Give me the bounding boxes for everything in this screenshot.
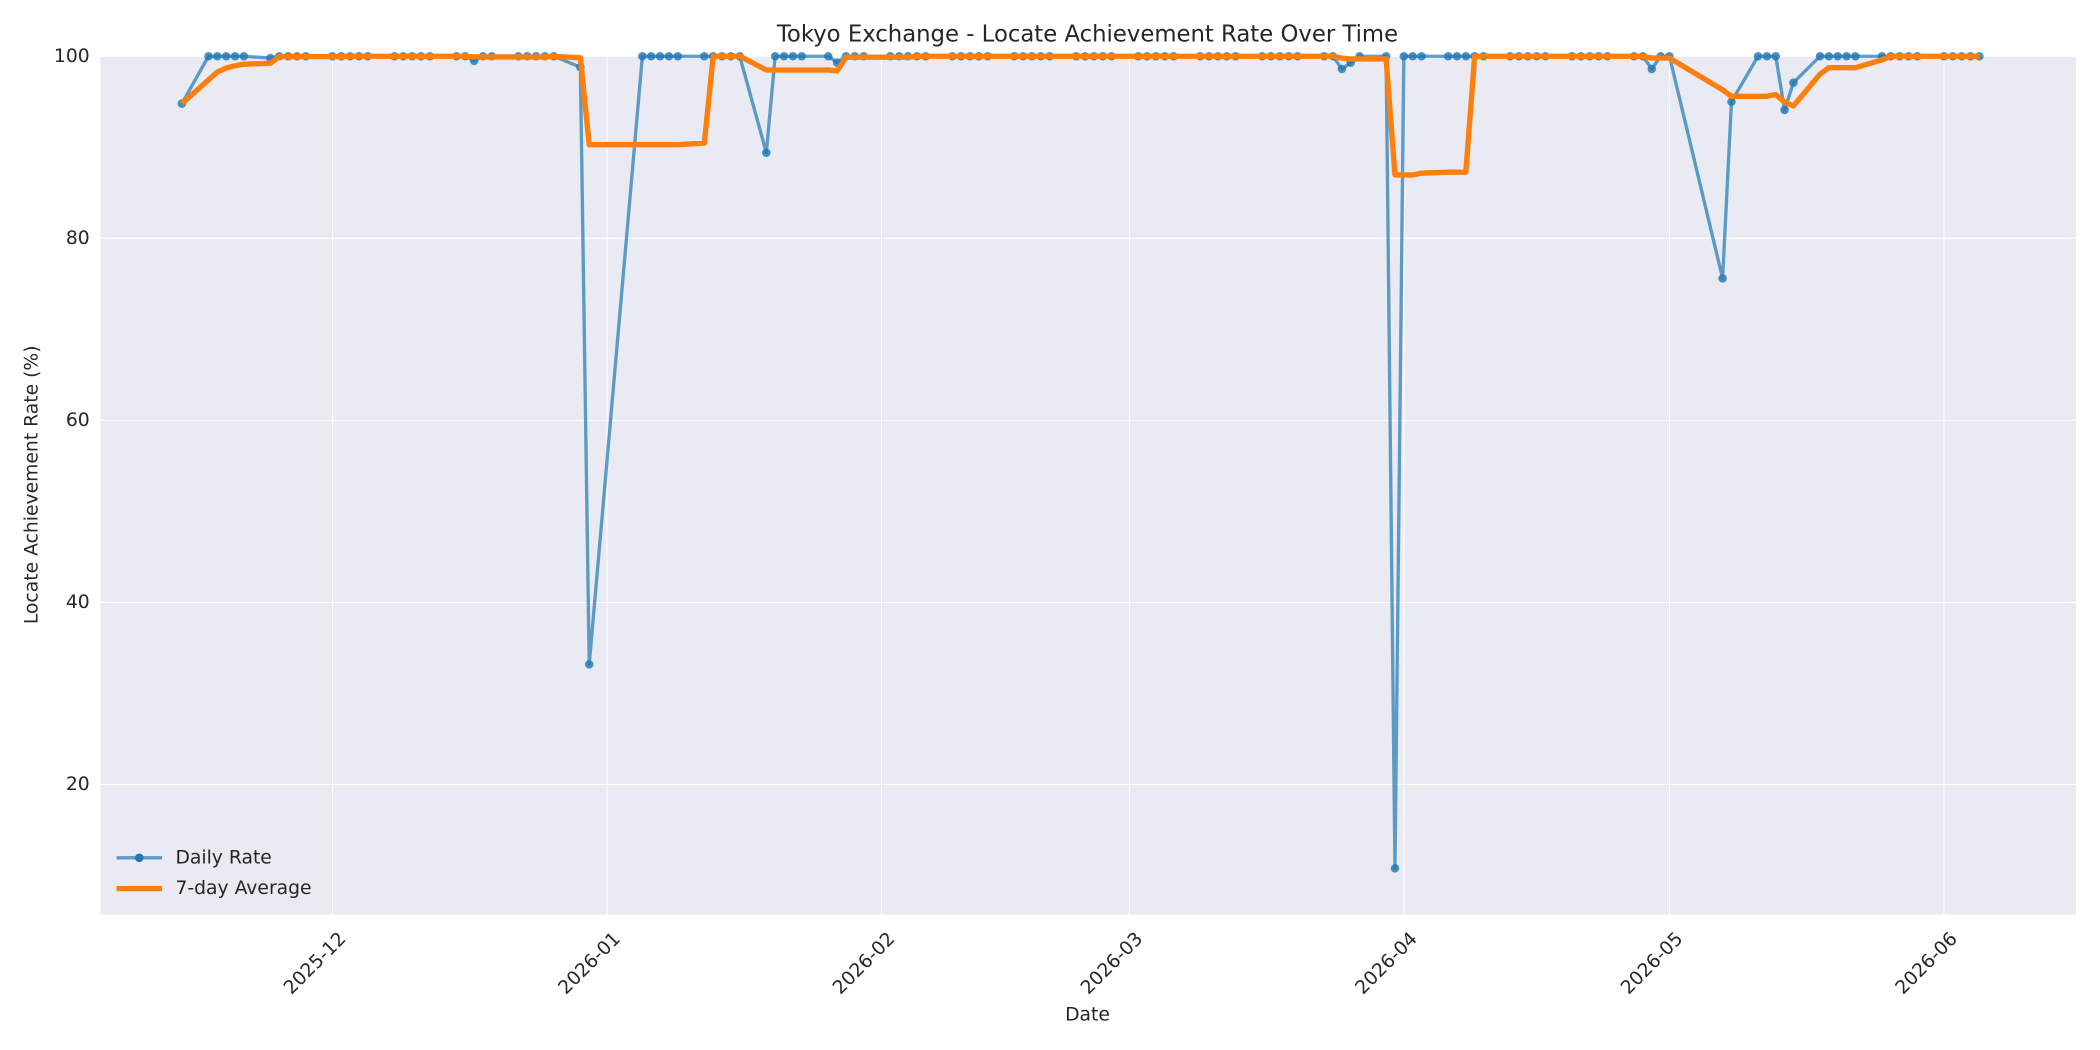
y-tick-label: 60 bbox=[66, 410, 90, 431]
data-point bbox=[797, 51, 807, 61]
data-point bbox=[1718, 274, 1727, 283]
x-tick-label: 2026-01 bbox=[555, 929, 625, 999]
plot-area bbox=[100, 56, 2076, 915]
data-point bbox=[213, 51, 222, 61]
y-tick-label: 100 bbox=[54, 46, 90, 67]
data-point bbox=[1780, 105, 1789, 115]
data-point bbox=[1851, 51, 1860, 61]
chart-title: Tokyo Exchange - Locate Achievement Rate… bbox=[776, 21, 1398, 47]
data-point bbox=[1771, 51, 1781, 61]
x-tick-label: 2026-04 bbox=[1352, 929, 1422, 999]
data-point bbox=[638, 51, 647, 61]
data-point bbox=[1452, 51, 1462, 61]
data-point bbox=[824, 51, 833, 61]
data-point bbox=[584, 660, 594, 669]
data-point bbox=[1789, 78, 1798, 87]
x-tick-label: 2026-03 bbox=[1077, 929, 1147, 999]
series-line bbox=[180, 53, 1980, 178]
data-point bbox=[1399, 51, 1409, 61]
data-point bbox=[1337, 64, 1347, 74]
legend-marker bbox=[135, 853, 144, 863]
data-point bbox=[1417, 51, 1426, 61]
data-point bbox=[664, 51, 674, 61]
data-point bbox=[1815, 51, 1825, 61]
y-axis-label: Locate Achievement Rate (%) bbox=[22, 345, 43, 624]
data-point bbox=[1408, 51, 1417, 61]
data-point bbox=[230, 51, 240, 61]
data-point bbox=[770, 51, 780, 61]
data-point bbox=[779, 51, 789, 61]
x-axis-label: Date bbox=[1065, 1005, 1110, 1026]
x-tick-label: 2026-02 bbox=[829, 929, 899, 999]
data-point bbox=[762, 148, 771, 158]
data-point bbox=[1833, 51, 1842, 61]
x-tick-label: 2026-05 bbox=[1617, 929, 1687, 999]
data-point bbox=[700, 51, 709, 61]
data-point bbox=[239, 51, 249, 61]
data-point bbox=[1824, 51, 1834, 61]
data-point bbox=[673, 51, 683, 61]
legend: Daily Rate 7-day Average bbox=[116, 847, 312, 899]
y-tick-label: 20 bbox=[66, 774, 90, 795]
data-point bbox=[1443, 51, 1453, 61]
data-point bbox=[655, 51, 665, 61]
x-tick-label: 2025-12 bbox=[280, 929, 350, 999]
data-point bbox=[1390, 864, 1400, 873]
data-point bbox=[1647, 64, 1657, 74]
data-point bbox=[221, 51, 231, 61]
data-point bbox=[1461, 51, 1471, 61]
data-point bbox=[1762, 51, 1772, 61]
x-tick-label: 2026-06 bbox=[1892, 929, 1962, 999]
y-tick-label: 40 bbox=[66, 592, 90, 613]
legend-label: 7-day Average bbox=[175, 878, 311, 899]
data-point bbox=[1842, 51, 1851, 61]
legend-label: Daily Rate bbox=[175, 847, 271, 868]
data-point bbox=[204, 51, 213, 61]
data-point bbox=[646, 51, 656, 61]
data-point bbox=[1753, 51, 1763, 61]
y-tick-label: 80 bbox=[66, 228, 90, 249]
data-point bbox=[1727, 97, 1736, 107]
data-point bbox=[788, 51, 798, 61]
